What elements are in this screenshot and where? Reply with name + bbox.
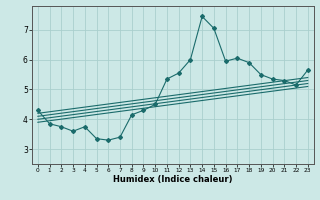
X-axis label: Humidex (Indice chaleur): Humidex (Indice chaleur)	[113, 175, 233, 184]
